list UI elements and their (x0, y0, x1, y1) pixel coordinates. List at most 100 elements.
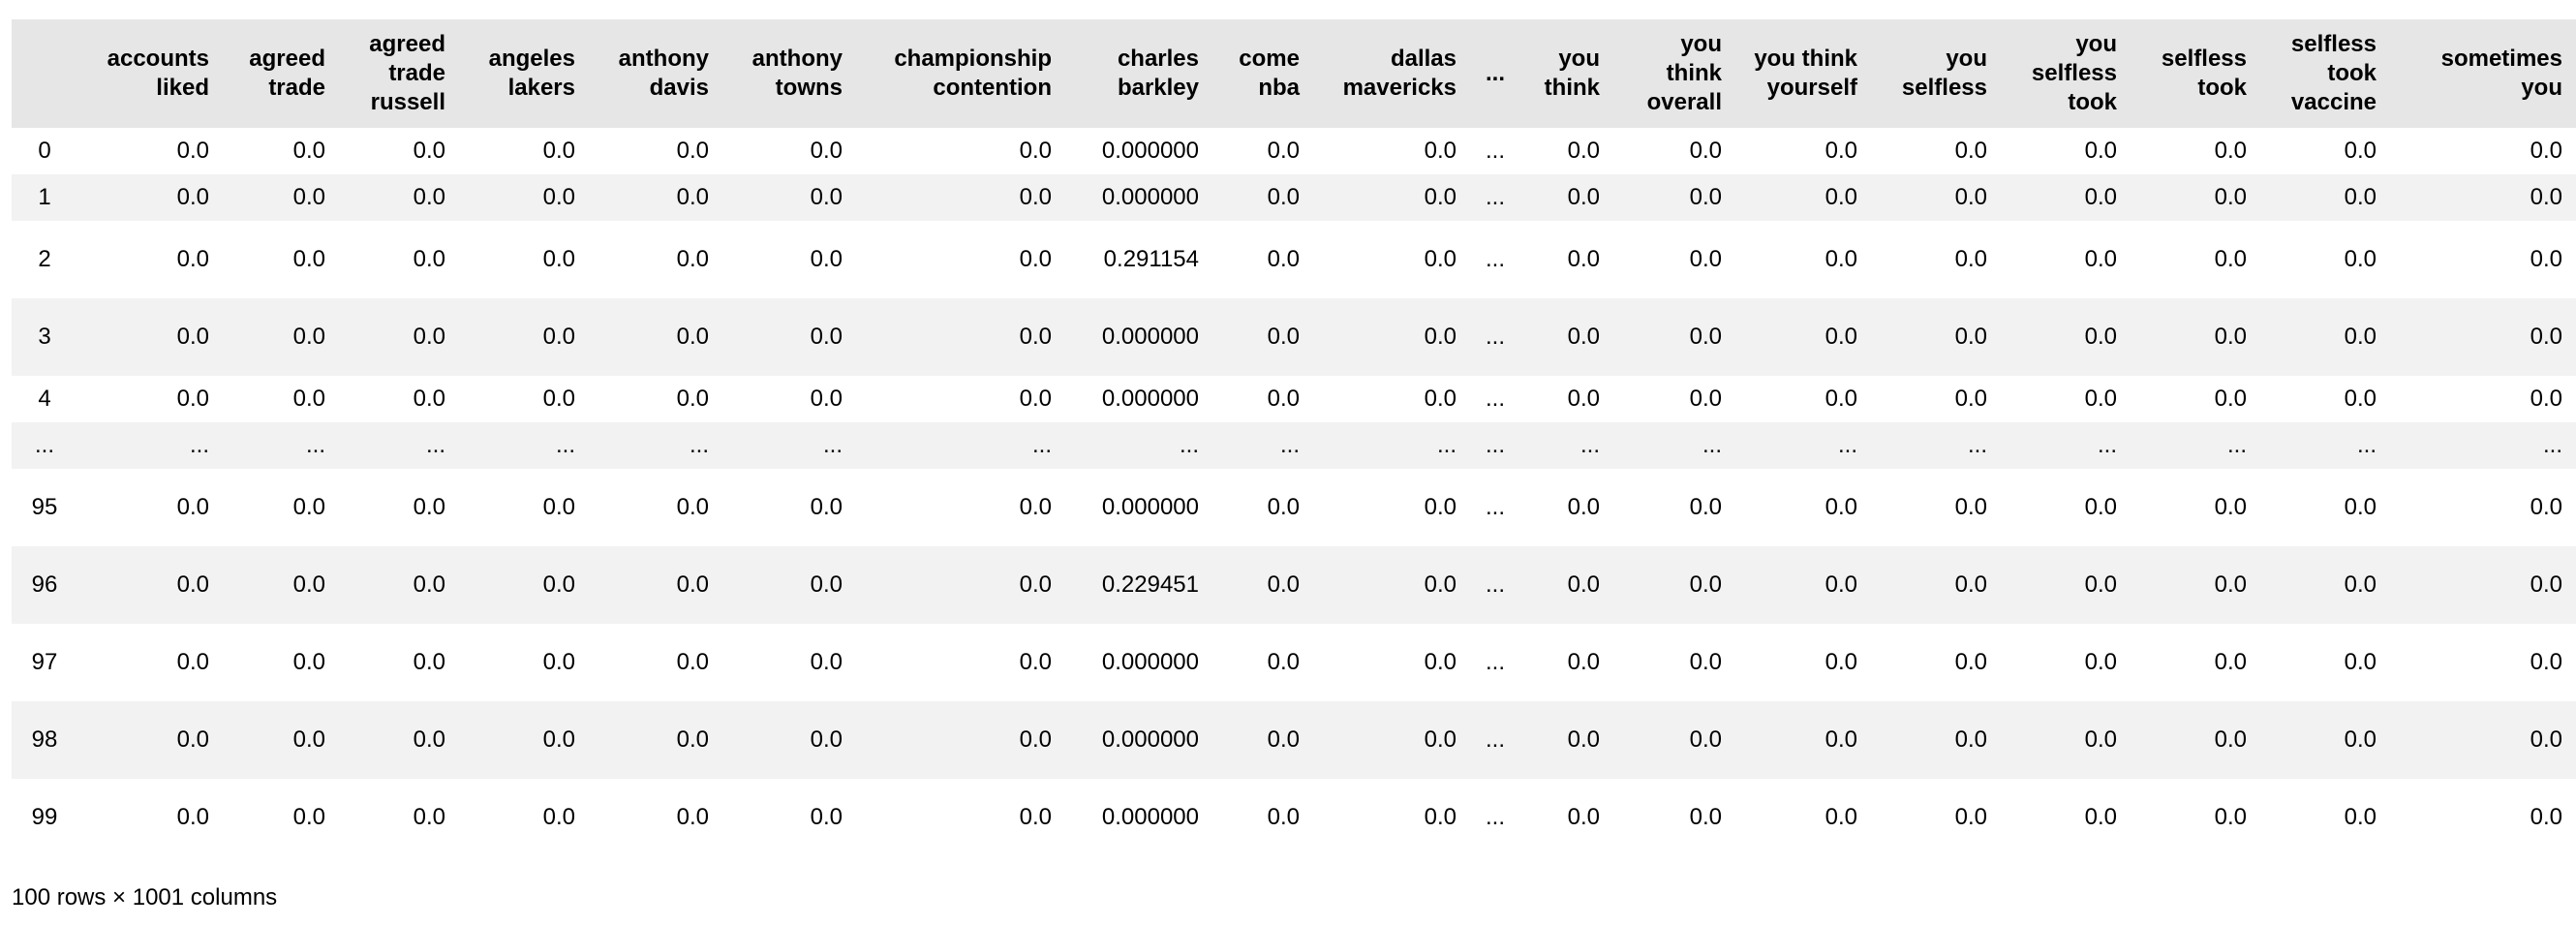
table-cell: 0.0 (1825, 571, 1857, 598)
table-cell: 0.0 (542, 324, 575, 350)
column-header: you selfless (1901, 46, 1987, 101)
table-row: 97 0.0 0.0 0.0 0.0 0.0 0.0 0.0 0.000000 0.0 0.0...… (12, 624, 2576, 701)
table-cell: 0.0 (2530, 324, 2562, 350)
table-row: 98 0.0 0.0 0.0 0.0 0.0 0.0 0.0 0.000000 0.0 0.0...… (12, 701, 2576, 779)
table-cell: 0.0 (1825, 324, 1857, 350)
table-cell: 0.0 (413, 324, 445, 350)
table-cell: 0.0 (810, 726, 843, 753)
table-cell: 0.0 (1424, 324, 1457, 350)
column-header: anthony towns (751, 46, 843, 101)
table-cell: 0.0 (542, 726, 575, 753)
table-cell: 0.0 (1424, 804, 1457, 830)
table-cell: 0.0 (413, 184, 445, 210)
table-cell: 0.0 (1689, 494, 1722, 520)
table-cell: 0.0 (292, 324, 325, 350)
table-cell: 0.0 (1267, 804, 1300, 830)
table-cell: 0.0 (176, 571, 209, 598)
table-cell: 0.0 (1689, 184, 1722, 210)
table-cell: 0.0 (1267, 726, 1300, 753)
table-cell: 0.0 (2084, 386, 2117, 412)
table-cell: ... (1031, 432, 1052, 458)
column-header: agreed trade russell (369, 31, 445, 115)
column-header: selfless took vaccine (2290, 31, 2377, 115)
table-cell: 0.0 (1825, 246, 1857, 272)
table-cell: 0.0 (2344, 571, 2377, 598)
table-cell: 0.0 (810, 649, 843, 675)
table-cell: 0.0 (1567, 649, 1600, 675)
table-cell: 0.0 (1567, 184, 1600, 210)
table-cell: ... (1436, 432, 1457, 458)
table-cell: 0.0 (413, 571, 445, 598)
table-cell: 0.0 (1019, 804, 1052, 830)
table-cell: ... (2542, 432, 2562, 458)
table-cell: 0.0 (1019, 571, 1052, 598)
table-cell: 0.0 (176, 494, 209, 520)
table-cell: 0.000000 (1101, 386, 1199, 412)
row-index: 2 (38, 246, 51, 272)
table-cell: 0.0 (292, 804, 325, 830)
table-cell: 0.0 (542, 494, 575, 520)
table-cell: 0.0 (1019, 726, 1052, 753)
table-cell: 0.0 (676, 246, 709, 272)
row-index: 0 (38, 138, 51, 164)
table-row: ........................................… (12, 422, 2576, 469)
column-header: charles barkley (1117, 46, 1199, 101)
table-cell: 0.0 (810, 571, 843, 598)
column-header: come nba (1239, 46, 1300, 101)
table-cell: 0.0 (1567, 804, 1600, 830)
table-cell: 0.0 (2084, 649, 2117, 675)
column-header: sometimes you (2440, 46, 2562, 101)
table-cell: ... (1485, 804, 1505, 830)
table-cell: 0.0 (2344, 494, 2377, 520)
table-cell: ... (1485, 726, 1505, 753)
table-cell: 0.0 (1825, 386, 1857, 412)
table-cell: 0.0 (292, 246, 325, 272)
table-cell: 0.0 (1267, 246, 1300, 272)
table-cell: 0.0 (810, 494, 843, 520)
table-cell: 0.0 (1267, 571, 1300, 598)
table-cell: 0.0 (1825, 184, 1857, 210)
column-header: you think overall (1646, 31, 1722, 115)
table-cell: 0.0 (1019, 324, 1052, 350)
table-cell: 0.0 (176, 386, 209, 412)
row-index: 3 (38, 324, 51, 350)
table-cell: 0.0 (2530, 649, 2562, 675)
table-row: 0 0.0 0.0 0.0 0.0 0.0 0.0 0.0 0.000000 0.0 0.0... 0… (12, 128, 2576, 174)
table-cell: 0.0 (2084, 138, 2117, 164)
table-cell: ... (425, 432, 445, 458)
table-cell: 0.0 (413, 726, 445, 753)
table-cell: 0.0 (2344, 726, 2377, 753)
table-cell: 0.0 (2214, 246, 2247, 272)
table-cell: ... (305, 432, 325, 458)
table-cell: 0.0 (1019, 649, 1052, 675)
table-cell: 0.0 (1954, 804, 1987, 830)
table-cell: 0.0 (810, 138, 843, 164)
table-cell: 0.000000 (1101, 494, 1199, 520)
table-cell: 0.0 (810, 804, 843, 830)
table-cell: 0.0 (413, 494, 445, 520)
table-cell: 0.0 (542, 386, 575, 412)
table-cell: 0.0 (2084, 184, 2117, 210)
table-cell: 0.0 (2084, 804, 2117, 830)
table-cell: ... (1485, 571, 1505, 598)
table-cell: 0.0 (676, 649, 709, 675)
table-cell: ... (1485, 432, 1505, 458)
table-cell: 0.0 (2084, 726, 2117, 753)
table-cell: 0.0 (1267, 138, 1300, 164)
table-cell: ... (1485, 386, 1505, 412)
table-cell: 0.0 (1019, 494, 1052, 520)
table-cell: 0.0 (1954, 494, 1987, 520)
table-cell: 0.0 (810, 386, 843, 412)
table-cell: 0.0 (413, 649, 445, 675)
table-cell: 0.0 (2530, 494, 2562, 520)
table-cell: 0.0 (1019, 386, 1052, 412)
table-cell: 0.0 (1424, 649, 1457, 675)
table-cell: 0.0 (1567, 324, 1600, 350)
table-cell: 0.0 (176, 246, 209, 272)
table-cell: 0.0 (176, 649, 209, 675)
table-cell: ... (1179, 432, 1199, 458)
table-cell: 0.0 (176, 184, 209, 210)
table-cell: 0.0 (2214, 184, 2247, 210)
table-cell: 0.0 (2214, 649, 2247, 675)
header-row: accounts liked agreed trade agreed trade… (12, 19, 2576, 128)
